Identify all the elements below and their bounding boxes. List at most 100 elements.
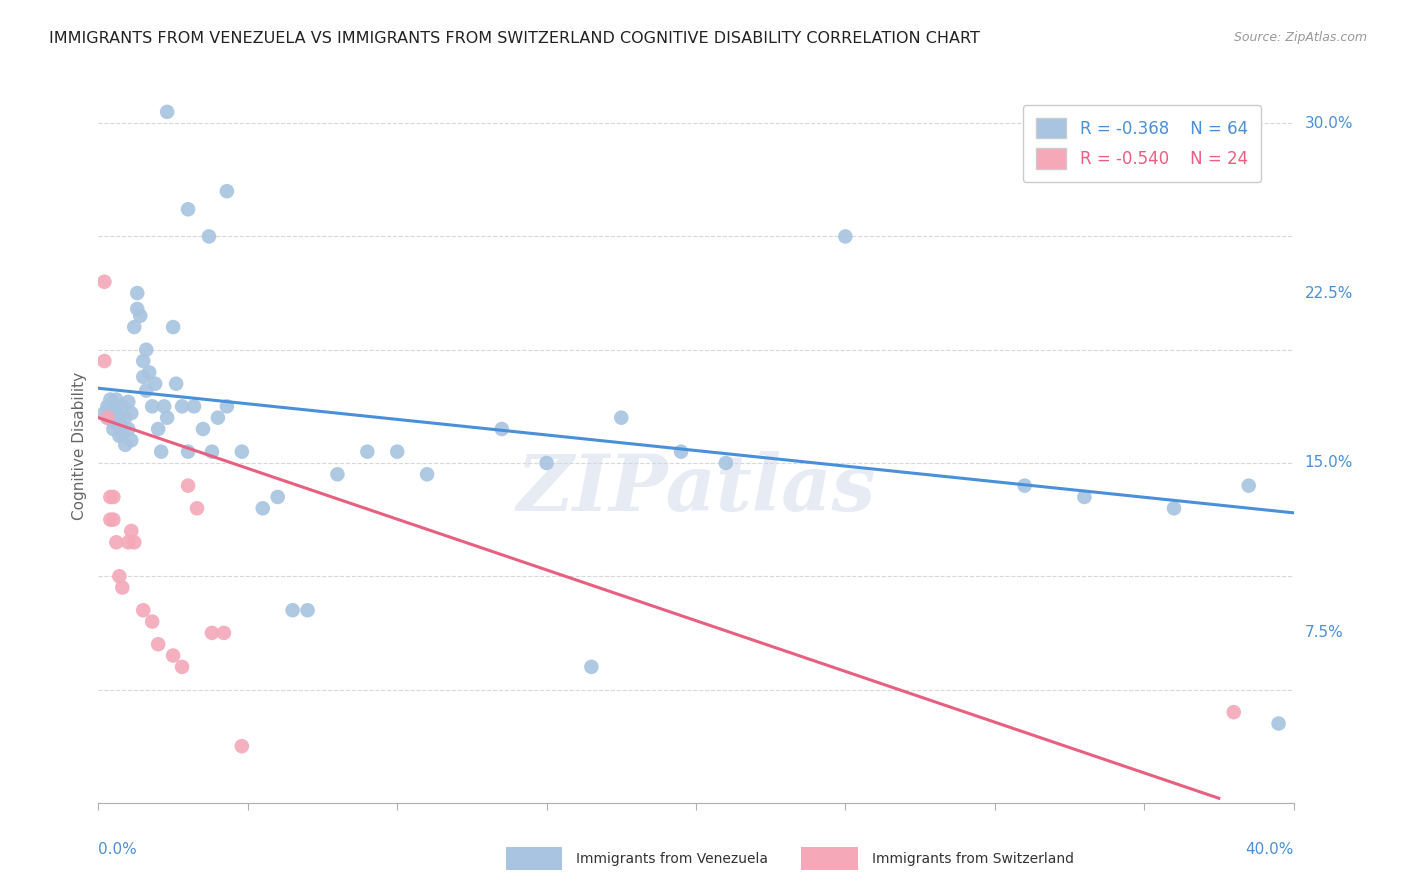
Point: [834, 229, 856, 244]
Point: [98, 490, 122, 504]
Point: [138, 365, 160, 379]
Point: [114, 410, 136, 425]
Point: [135, 384, 157, 398]
Point: [326, 467, 349, 482]
Point: [1267, 716, 1289, 731]
Point: [120, 524, 142, 538]
Point: [111, 400, 134, 414]
Point: [105, 404, 128, 418]
Point: [148, 637, 170, 651]
Text: 40.0%: 40.0%: [1246, 842, 1294, 856]
Point: [108, 569, 131, 583]
Text: 15.0%: 15.0%: [1305, 456, 1353, 470]
Point: [281, 603, 304, 617]
Point: [162, 648, 184, 663]
Point: [132, 370, 155, 384]
Point: [98, 513, 122, 527]
Point: [117, 535, 139, 549]
Point: [96, 410, 118, 425]
Point: [103, 513, 125, 527]
Point: [231, 444, 253, 458]
Point: [103, 415, 125, 429]
Point: [297, 603, 319, 617]
Point: [114, 438, 136, 452]
Text: Immigrants from Switzerland: Immigrants from Switzerland: [872, 852, 1074, 866]
Legend: R = -0.368    N = 64, R = -0.540    N = 24: R = -0.368 N = 64, R = -0.540 N = 24: [1024, 104, 1261, 182]
Point: [191, 422, 214, 436]
Point: [669, 444, 692, 458]
Point: [416, 467, 439, 482]
Point: [172, 660, 194, 674]
Point: [108, 429, 131, 443]
Point: [120, 434, 142, 448]
Point: [93, 275, 115, 289]
Point: [581, 660, 603, 674]
Point: [96, 400, 118, 414]
Point: [201, 444, 224, 458]
Point: [96, 410, 118, 425]
Text: 22.5%: 22.5%: [1305, 285, 1353, 301]
Y-axis label: Cognitive Disability: Cognitive Disability: [72, 372, 87, 520]
Text: 30.0%: 30.0%: [1305, 116, 1353, 131]
Point: [252, 501, 274, 516]
Point: [536, 456, 558, 470]
Point: [135, 343, 157, 357]
Point: [124, 535, 146, 549]
Point: [117, 422, 139, 436]
Point: [207, 410, 229, 425]
Point: [491, 422, 513, 436]
Point: [610, 410, 633, 425]
Point: [105, 535, 128, 549]
Point: [98, 392, 122, 407]
Point: [105, 392, 128, 407]
Text: IMMIGRANTS FROM VENEZUELA VS IMMIGRANTS FROM SWITZERLAND COGNITIVE DISABILITY CO: IMMIGRANTS FROM VENEZUELA VS IMMIGRANTS …: [49, 31, 980, 46]
Point: [143, 376, 166, 391]
Point: [150, 444, 173, 458]
Point: [172, 400, 194, 414]
Point: [215, 184, 238, 198]
Point: [162, 320, 184, 334]
Point: [153, 400, 176, 414]
Text: ZIPatlas: ZIPatlas: [516, 450, 876, 527]
Text: Source: ZipAtlas.com: Source: ZipAtlas.com: [1233, 31, 1367, 45]
Point: [120, 406, 142, 420]
Point: [111, 426, 134, 441]
Text: 7.5%: 7.5%: [1305, 625, 1343, 640]
Point: [111, 581, 134, 595]
Point: [165, 376, 187, 391]
Point: [212, 626, 235, 640]
Point: [356, 444, 378, 458]
Point: [98, 406, 122, 420]
Point: [1237, 478, 1260, 492]
Point: [117, 394, 139, 409]
Point: [141, 615, 163, 629]
Point: [132, 603, 155, 617]
Point: [156, 410, 179, 425]
Point: [201, 626, 224, 640]
Point: [124, 320, 146, 334]
Point: [93, 354, 115, 368]
Point: [103, 422, 125, 436]
Point: [127, 301, 149, 316]
Point: [103, 490, 125, 504]
Point: [198, 229, 221, 244]
Point: [186, 501, 208, 516]
Text: 0.0%: 0.0%: [98, 842, 138, 856]
Point: [177, 202, 200, 217]
Point: [267, 490, 290, 504]
Point: [127, 286, 149, 301]
Point: [1223, 705, 1246, 719]
Point: [215, 400, 238, 414]
Point: [714, 456, 737, 470]
Point: [1163, 501, 1185, 516]
Point: [1014, 478, 1036, 492]
Point: [108, 413, 131, 427]
Point: [129, 309, 152, 323]
Point: [1073, 490, 1095, 504]
Point: [132, 354, 155, 368]
Point: [148, 422, 170, 436]
Point: [93, 406, 115, 420]
Point: [177, 478, 200, 492]
Point: [177, 444, 200, 458]
Point: [183, 400, 205, 414]
